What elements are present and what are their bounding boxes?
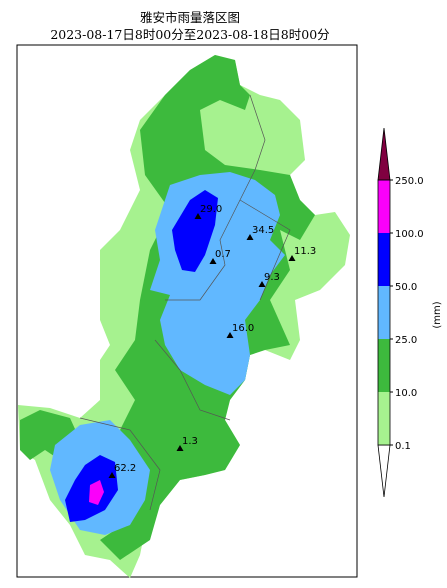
- station-value: 62.2: [114, 463, 136, 474]
- county-border: [154, 339, 231, 421]
- colorbar-segment: [378, 180, 390, 233]
- station-marker: [246, 234, 254, 240]
- station-value: 9.3: [264, 272, 280, 283]
- stations: 29.0 34.5 11.3 0.7 9.3 16.0 1.3 62.2: [108, 204, 316, 478]
- colorbar-label: 0.1: [395, 441, 411, 452]
- station-marker: [194, 213, 202, 219]
- rainfall-areas: [18, 55, 350, 578]
- colorbar: 0.1 10.0 25.0 50.0 100.0 250.0: [377, 127, 424, 498]
- colorbar-segment: [378, 286, 390, 339]
- county-border: [239, 199, 291, 301]
- station-marker: [209, 258, 217, 264]
- station-value: 0.7: [215, 249, 231, 260]
- station-marker: [288, 255, 296, 261]
- colorbar-label: 10.0: [395, 388, 417, 399]
- colorbar-unit: (mm): [432, 301, 443, 328]
- station-value: 1.3: [182, 436, 198, 447]
- colorbar-label: 50.0: [395, 282, 417, 293]
- station-marker: [226, 332, 234, 338]
- colorbar-label: 100.0: [395, 229, 424, 240]
- colorbar-segment: [378, 392, 390, 445]
- area-dark-blue: [172, 190, 218, 272]
- station-value: 16.0: [232, 323, 254, 334]
- station-value: 11.3: [294, 246, 316, 257]
- county-borders: [79, 94, 291, 511]
- station-value: 29.0: [200, 204, 222, 215]
- colorbar-outline: [377, 179, 391, 446]
- colorbar-label: 250.0: [395, 176, 424, 187]
- county-border: [165, 94, 266, 301]
- map-subtitle: 2023-08-17日8时00分至2023-08-18日8时00分: [50, 27, 329, 42]
- county-border: [79, 417, 161, 511]
- station-marker: [258, 281, 266, 287]
- colorbar-below: [377, 444, 391, 498]
- station-marker: [176, 445, 184, 451]
- colorbar-segment: [378, 339, 390, 392]
- colorbar-segment: [378, 233, 390, 286]
- colorbar-label: 25.0: [395, 335, 417, 346]
- station-marker: [108, 472, 116, 478]
- colorbar-above: [377, 127, 391, 181]
- station-value: 34.5: [252, 225, 274, 236]
- area-magenta: [89, 480, 104, 505]
- map-title: 雅安市雨量落区图: [140, 10, 240, 25]
